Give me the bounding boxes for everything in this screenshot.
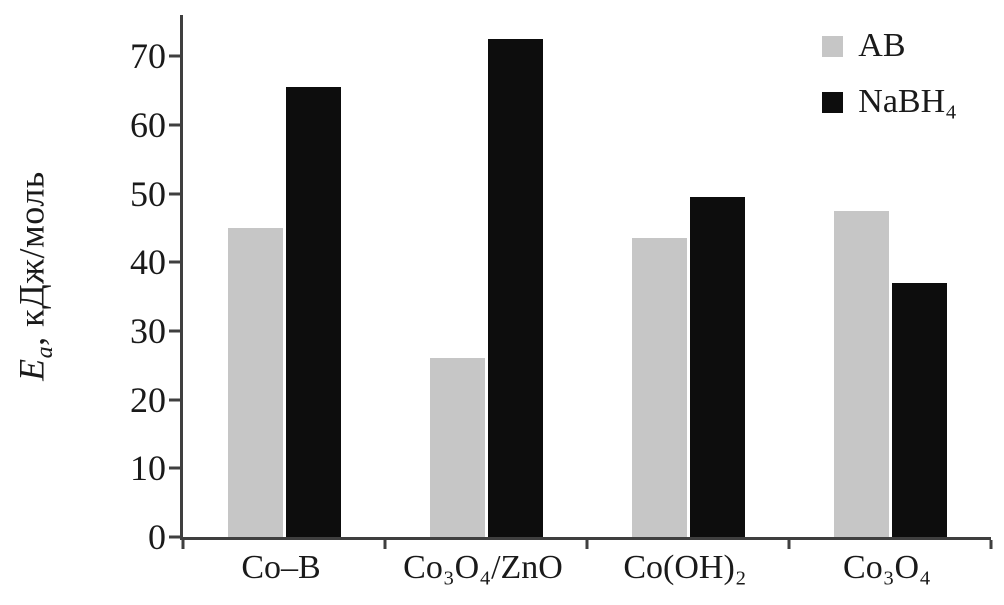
legend-entry-nabh4: NaBH₄	[822, 85, 957, 119]
y-tick-label: 10	[130, 448, 166, 489]
x-tick-mark	[585, 540, 589, 549]
y-tick-label: 50	[130, 173, 166, 214]
legend-entry-ab: AB	[822, 29, 957, 63]
legend-label-nabh4: NaBH₄	[858, 83, 957, 120]
y-axis-title-text: Ea, кДж/моль	[11, 171, 59, 381]
legend-swatch-ab	[822, 35, 844, 57]
bar-nabh4	[689, 197, 745, 537]
x-tick-mark	[181, 540, 185, 549]
y-tick-label: 30	[130, 310, 166, 351]
y-tick-label: 70	[130, 36, 166, 77]
bar-nabh4	[487, 39, 543, 537]
y-tick-mark	[169, 535, 180, 539]
x-tick-mark	[383, 540, 387, 549]
bar-nabh4	[891, 282, 947, 537]
bar-group	[429, 15, 543, 537]
y-axis-symbol-subscript: a	[32, 345, 59, 359]
y-tick-mark	[169, 260, 180, 264]
x-tick-mark	[989, 540, 993, 549]
category-label: Co₃O₄	[843, 549, 931, 586]
y-axis-units: , кДж/моль	[11, 171, 52, 346]
y-axis-symbol: E	[11, 358, 52, 381]
bar-ab	[429, 358, 485, 537]
category-label: Co₃O₄/ZnO	[403, 549, 563, 586]
y-tick-mark	[169, 329, 180, 333]
category-label: Co(OH)₂	[623, 549, 747, 586]
legend: AB NaBH₄	[822, 29, 957, 119]
category-label: Co–B	[241, 549, 321, 586]
y-tick-label: 20	[130, 379, 166, 420]
bar-ab	[631, 238, 687, 537]
x-axis-labels: Co–B Co₃O₄/ZnO Co(OH)₂ Co₃O₄	[180, 548, 988, 589]
y-tick-label: 40	[130, 242, 166, 283]
y-tick-mark	[169, 398, 180, 402]
y-tick-mark	[169, 54, 180, 58]
bar-ab	[833, 210, 889, 537]
y-axis-title: Ea, кДж/моль	[6, 15, 64, 537]
bar-group	[833, 15, 947, 537]
y-tick-mark	[169, 192, 180, 196]
y-tick-label: 0	[148, 517, 166, 557]
legend-label-ab: AB	[858, 27, 906, 64]
bar-ab	[227, 227, 283, 537]
legend-swatch-nabh4	[822, 91, 844, 113]
y-tick-mark	[169, 466, 180, 470]
y-tick-mark	[169, 123, 180, 127]
bar-group	[227, 15, 341, 537]
x-tick-mark	[787, 540, 791, 549]
bar-group	[631, 15, 745, 537]
y-tick-label: 60	[130, 104, 166, 145]
plot-area: AB NaBH₄ 0 10 20 30 40 50 60 70	[130, 15, 993, 555]
bar-nabh4	[285, 87, 341, 537]
